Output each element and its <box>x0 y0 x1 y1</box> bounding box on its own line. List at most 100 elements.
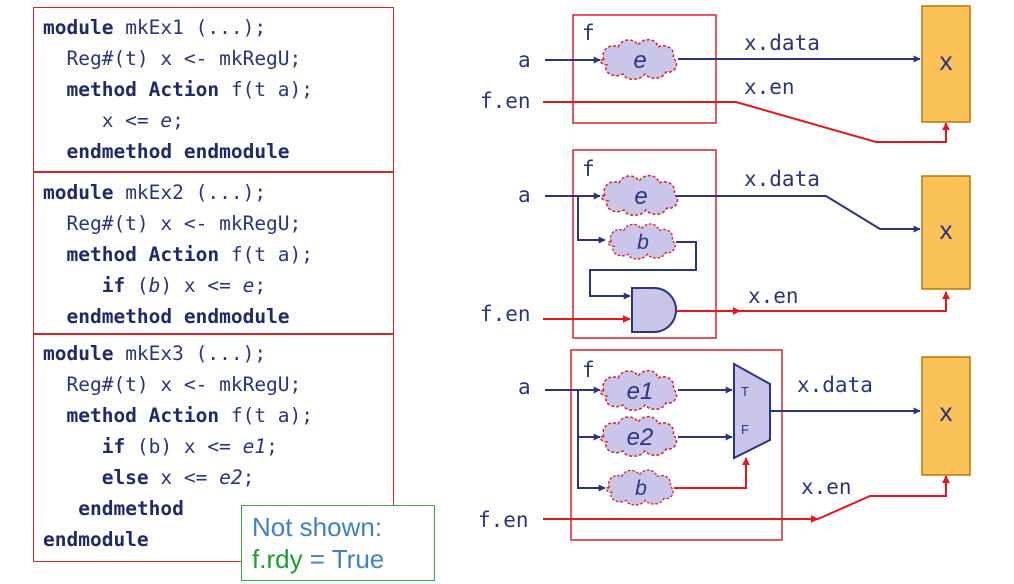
label-x-data-2: x.data <box>744 167 820 191</box>
wire-en-3 <box>817 475 950 520</box>
label-x-data-3: x.data <box>797 373 873 397</box>
wire-a-to-e2-3 <box>577 390 601 441</box>
input-a-1: a <box>518 48 531 72</box>
code-token: endmethod endmodule <box>66 140 290 163</box>
wire-a-to-b-2 <box>577 196 606 244</box>
cloud-label-e-2: e <box>634 183 647 210</box>
code-token: else <box>101 466 149 489</box>
code-token: method Action <box>66 404 220 427</box>
code-token: module <box>43 342 114 365</box>
code-token: ; <box>266 435 278 458</box>
code-line-ex2-2: Reg#(t) x <- mkRegU; <box>43 212 301 236</box>
register-x-3 <box>921 356 971 476</box>
code-line-ex1-4: x <= e; <box>43 109 184 133</box>
code-token: endmethod endmodule <box>66 305 290 328</box>
register-label-2: x <box>940 215 953 245</box>
mux-label-f: F <box>741 422 749 437</box>
input-f-en-1: f.en <box>480 89 531 113</box>
code-token: e <box>160 109 173 132</box>
code-token: endmodule <box>43 528 149 551</box>
code-line-ex1-5: endmethod endmodule <box>43 140 290 164</box>
method-box-1 <box>572 14 717 124</box>
code-line-ex2-1: module mkEx2 (...); <box>43 181 266 205</box>
input-f-en-2: f.en <box>480 302 531 326</box>
code-token: f(t a); <box>219 78 314 101</box>
code-line-ex3-7: endmodule <box>43 528 149 552</box>
label-x-en-2: x.en <box>748 284 799 308</box>
cloud-e1-3: e1 <box>599 369 678 411</box>
note-rdy-value: = True <box>302 544 385 574</box>
input-f-en-3: f.en <box>478 508 529 532</box>
code-line-ex1-3: method Action f(t a); <box>43 78 313 102</box>
code-line-ex1-1: module mkEx1 (...); <box>43 16 266 40</box>
wire-x-data-2 <box>676 195 921 233</box>
method-box-3 <box>570 349 783 541</box>
cloud-e-2: e <box>600 174 679 216</box>
wire-b-to-mux-sel-3 <box>674 457 750 489</box>
register-x-2 <box>921 175 971 290</box>
cloud-e2-3: e2 <box>599 415 678 457</box>
code-line-ex3-2: Reg#(t) x <- mkRegU; <box>43 373 301 397</box>
cloud-b-3: b <box>605 469 674 506</box>
code-token: ; <box>242 466 255 489</box>
cloud-label-b-3: b <box>635 477 647 500</box>
method-label-f-3: f <box>582 358 595 382</box>
label-x-data-1: x.data <box>744 31 820 55</box>
cloud-e-1: e <box>599 38 678 80</box>
code-token: mkEx1 (...); <box>113 16 267 39</box>
code-token: ; <box>254 274 267 297</box>
register-x-1 <box>921 5 971 123</box>
method-label-f-1: f <box>582 21 595 45</box>
cloud-label-e-1: e <box>633 47 646 74</box>
code-token: e2 <box>219 466 243 489</box>
code-token: Reg#(t) x <- mkRegU; <box>43 47 302 70</box>
note-line-2: f.rdy = True <box>252 544 384 574</box>
code-token: e1 <box>242 435 267 458</box>
code-token: x <= <box>148 466 220 489</box>
code-token: module <box>43 16 114 39</box>
mux-label-t: T <box>741 384 749 399</box>
wire-en-1 <box>543 101 950 143</box>
code-token: Reg#(t) x <- mkRegU; <box>43 373 302 396</box>
code-box-ex2 <box>33 172 394 334</box>
code-token: f(t a); <box>219 243 314 266</box>
code-token: endmethod <box>78 497 184 520</box>
label-x-en-3: x.en <box>801 475 852 499</box>
code-line-ex2-3: method Action f(t a); <box>43 243 313 267</box>
code-line-ex2-4: if (b) x <= e; <box>43 274 266 298</box>
code-line-ex3-4: if (b) x <= e1; <box>43 435 278 459</box>
wire-b-to-and-2 <box>589 241 697 300</box>
note-box: Not shown: f.rdy = True <box>241 505 435 581</box>
code-token: mkEx3 (...); <box>113 342 267 365</box>
code-token: (b) x <= <box>125 435 243 458</box>
code-token: if <box>101 435 126 458</box>
input-a-2: a <box>518 183 531 207</box>
code-token: ; <box>172 109 184 132</box>
code-token: f(t a); <box>219 404 314 427</box>
code-token: method Action <box>66 243 220 266</box>
method-label-f-2: f <box>582 157 595 181</box>
cloud-b-2: b <box>607 223 676 260</box>
code-token: module <box>43 181 114 204</box>
code-line-ex3-3: method Action f(t a); <box>43 404 313 428</box>
cloud-label-e1-3: e1 <box>627 378 654 405</box>
code-token: b <box>148 274 161 297</box>
code-token: x <= <box>43 109 161 132</box>
code-token: method Action <box>66 78 220 101</box>
code-line-ex1-2: Reg#(t) x <- mkRegU; <box>43 47 301 71</box>
wire-a-to-b-3 <box>577 437 606 492</box>
input-a-3: a <box>518 375 531 399</box>
code-token: mkEx2 (...); <box>113 181 267 204</box>
code-token: ( <box>125 274 149 297</box>
code-line-ex3-1: module mkEx3 (...); <box>43 342 266 366</box>
code-token: e <box>242 274 255 297</box>
code-line-ex3-6: endmethod <box>43 497 184 521</box>
cloud-label-b-2: b <box>637 231 649 254</box>
note-line-1: Not shown: <box>252 512 383 542</box>
code-line-ex3-5: else x <= e2; <box>43 466 255 490</box>
register-label-1: x <box>940 46 953 76</box>
method-box-2 <box>572 149 717 339</box>
and-gate-2 <box>631 287 677 333</box>
label-x-en-1: x.en <box>744 75 795 99</box>
